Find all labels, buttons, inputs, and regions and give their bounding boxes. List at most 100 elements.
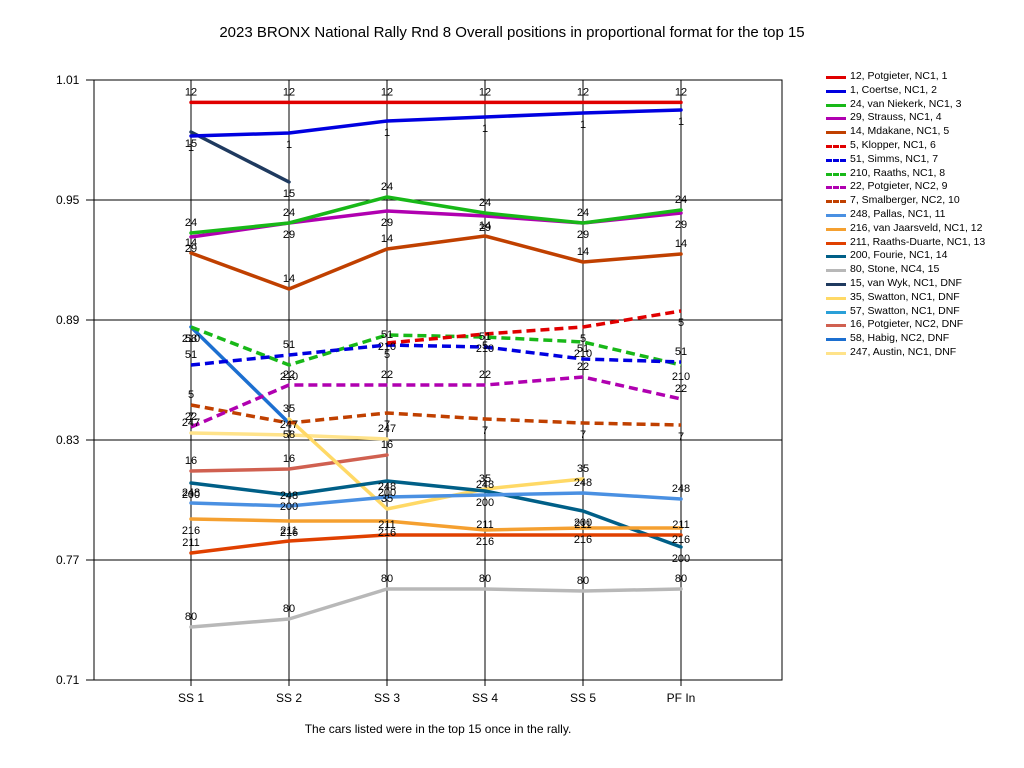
y-tick-label: 0.95 bbox=[56, 193, 80, 207]
legend-label: 210, Raaths, NC1, 8 bbox=[850, 166, 946, 179]
point-label: 51 bbox=[675, 346, 687, 358]
series-line bbox=[189, 431, 389, 441]
point-label: 210 bbox=[476, 343, 494, 355]
legend-swatch bbox=[826, 310, 846, 314]
point-label: 24 bbox=[577, 207, 589, 219]
x-tick-label: SS 5 bbox=[570, 691, 596, 705]
series-line bbox=[287, 417, 585, 511]
legend-label: 7, Smalberger, NC2, 10 bbox=[850, 194, 960, 207]
legend-label: 57, Swatton, NC1, DNF bbox=[850, 304, 960, 317]
series-line bbox=[189, 325, 291, 425]
legend-item: 247, Austin, NC1, DNF bbox=[826, 346, 1022, 360]
legend-swatch bbox=[826, 324, 846, 328]
legend-item: 210, Raaths, NC1, 8 bbox=[826, 167, 1022, 181]
legend-label: 58, Habig, NC2, DNF bbox=[850, 332, 950, 345]
point-label: 22 bbox=[381, 369, 393, 381]
point-label: 248 bbox=[280, 490, 298, 502]
legend-label: 24, van Niekerk, NC1, 3 bbox=[850, 97, 962, 110]
point-label: 247 bbox=[280, 419, 298, 431]
point-label: 12 bbox=[381, 86, 393, 98]
point-label: 22 bbox=[479, 369, 491, 381]
legend-item: 7, Smalberger, NC2, 10 bbox=[826, 194, 1022, 208]
legend-label: 22, Potgieter, NC2, 9 bbox=[850, 180, 948, 193]
legend-swatch bbox=[826, 103, 846, 107]
point-label: 216 bbox=[476, 536, 494, 548]
point-label: 211 bbox=[182, 537, 200, 549]
point-label: 7 bbox=[286, 429, 292, 441]
point-label: 51 bbox=[479, 331, 491, 343]
point-label: 200 bbox=[280, 501, 298, 513]
point-label: 22 bbox=[185, 411, 197, 423]
point-label: 210 bbox=[672, 371, 690, 383]
legend-label: 29, Strauss, NC1, 4 bbox=[850, 111, 942, 124]
point-label: 29 bbox=[283, 229, 295, 241]
point-label: 29 bbox=[479, 222, 491, 234]
legend-label: 1, Coertse, NC1, 2 bbox=[850, 83, 937, 96]
point-label: 248 bbox=[378, 481, 396, 493]
point-label: 14 bbox=[185, 237, 197, 249]
point-label: 247 bbox=[378, 423, 396, 435]
series-line bbox=[189, 479, 683, 549]
point-label: 14 bbox=[381, 233, 393, 245]
point-label: 12 bbox=[185, 86, 197, 98]
legend-swatch bbox=[826, 227, 846, 231]
point-label: 7 bbox=[188, 411, 194, 423]
series-line bbox=[189, 108, 683, 138]
point-label: 7 bbox=[384, 419, 390, 431]
legend-item: 14, Mdakane, NC1, 5 bbox=[826, 125, 1022, 139]
point-label: 15 bbox=[185, 138, 197, 150]
legend-item: 80, Stone, NC4, 15 bbox=[826, 263, 1022, 277]
point-label: 216 bbox=[182, 525, 200, 537]
legend-label: 35, Swatton, NC1, DNF bbox=[850, 290, 960, 303]
x-tick-label: PF In bbox=[667, 691, 696, 705]
point-label: 248 bbox=[574, 477, 592, 489]
point-label: 1 bbox=[678, 116, 684, 128]
point-label: 14 bbox=[577, 246, 589, 258]
point-label: 58 bbox=[185, 333, 197, 345]
point-label: 14 bbox=[479, 220, 491, 232]
series-line bbox=[190, 403, 682, 427]
point-label: 51 bbox=[283, 339, 295, 351]
point-label: 15 bbox=[283, 188, 295, 200]
point-label: 24 bbox=[381, 181, 393, 193]
legend-label: 5, Klopper, NC1, 6 bbox=[850, 138, 936, 151]
point-label: 24 bbox=[283, 207, 295, 219]
point-label: 80 bbox=[675, 573, 687, 585]
series-line bbox=[190, 375, 682, 429]
legend-item: 35, Swatton, NC1, DNF bbox=[826, 291, 1022, 305]
point-label: 35 bbox=[381, 493, 393, 505]
point-label: 211 bbox=[476, 519, 494, 531]
legend-item: 29, Strauss, NC1, 4 bbox=[826, 111, 1022, 125]
chart-title: 2023 BRONX National Rally Rnd 8 Overall … bbox=[219, 24, 805, 41]
point-label: 58 bbox=[283, 429, 295, 441]
point-label: 29 bbox=[185, 243, 197, 255]
legend-swatch bbox=[826, 89, 846, 93]
legend-label: 200, Fourie, NC1, 14 bbox=[850, 249, 948, 262]
point-label: 14 bbox=[283, 273, 295, 285]
legend-label: 15, van Wyk, NC1, DNF bbox=[850, 276, 962, 289]
legend-label: 211, Raaths-Duarte, NC1, 13 bbox=[850, 235, 986, 248]
point-label: 200 bbox=[574, 517, 592, 529]
point-label: 247 bbox=[182, 417, 200, 429]
legend-swatch bbox=[826, 76, 846, 79]
legend-swatch bbox=[826, 172, 846, 176]
legend-swatch bbox=[826, 351, 846, 355]
series-line bbox=[189, 234, 683, 291]
legend-label: 51, Simms, NC1, 7 bbox=[850, 152, 939, 165]
point-label: 210 bbox=[378, 341, 396, 353]
point-label: 24 bbox=[479, 197, 491, 209]
legend-swatch bbox=[826, 117, 846, 121]
point-label: 51 bbox=[381, 329, 393, 341]
point-label: 24 bbox=[185, 217, 197, 229]
point-label: 211 bbox=[378, 519, 396, 531]
legend-swatch bbox=[826, 241, 846, 245]
point-label: 12 bbox=[283, 86, 295, 98]
point-label: 1 bbox=[188, 142, 194, 154]
point-label: 7 bbox=[482, 425, 488, 437]
legend-label: 14, Mdakane, NC1, 5 bbox=[850, 125, 950, 138]
chart-footnote: The cars listed were in the top 15 once … bbox=[304, 722, 572, 736]
series-line bbox=[189, 517, 683, 532]
point-label: 22 bbox=[675, 383, 687, 395]
